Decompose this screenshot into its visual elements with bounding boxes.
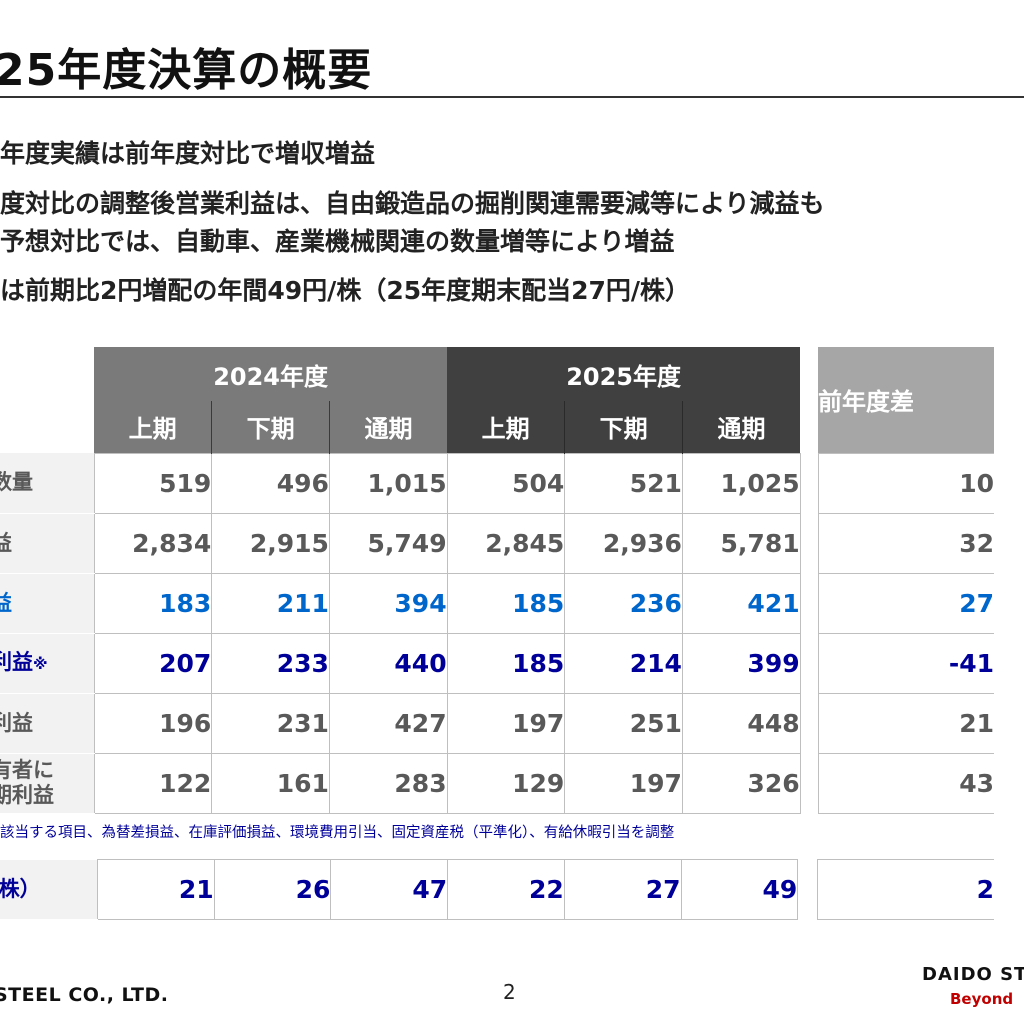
table-row: 前利益 196 231 427 197 251 448 21: [0, 692, 994, 754]
table-cell: 2,834: [93, 512, 213, 574]
table-cell: 448: [681, 692, 801, 754]
table-cell: 196: [93, 692, 213, 754]
table-cell: 399: [681, 632, 801, 694]
header-yoy-diff: 前年度差: [818, 347, 994, 453]
table-cell: 122: [93, 752, 213, 814]
table-cell: 185: [446, 572, 566, 634]
dividend-table: 円/株） 21 26 47 22 27 49 2: [0, 859, 994, 920]
header-fy2025: 2025年度: [447, 347, 801, 401]
table-cell: 421: [681, 572, 801, 634]
diff-cell: 21: [817, 692, 994, 754]
table-cell: 26: [213, 859, 332, 920]
brand-logo-text: DAIDO ST: [922, 964, 1024, 985]
table-cell: 496: [211, 452, 330, 514]
table-cell: 47: [330, 859, 449, 920]
header-2024-full: 通期: [328, 401, 448, 453]
row-label: 利益: [0, 573, 95, 634]
table-cell: 183: [93, 572, 213, 634]
diff-cell: 10: [817, 452, 994, 514]
table-cell: 1,015: [328, 452, 448, 514]
table-cell: 22: [447, 859, 565, 920]
header-2025-h2: 下期: [564, 401, 683, 453]
row-label-line1: 所有者に: [0, 758, 54, 782]
page-title: 25年度決算の概要: [0, 45, 373, 96]
bullet-4: は前期比2円増配の年間49円/株（25年度期末配当27円/株）: [0, 276, 691, 305]
footnote: 該当する項目、為替差損益、在庫評価損益、環境費用引当、固定資産税（平準化）、有給…: [0, 825, 675, 841]
footer-company: STEEL CO., LTD.: [0, 984, 169, 1006]
header-2024-h2: 下期: [211, 401, 330, 453]
row-label: 所有者に当期利益: [0, 753, 95, 814]
row-label: 収益: [0, 513, 95, 574]
table-row: 業利益※ 207 233 440 185 214 399 -41: [0, 632, 994, 694]
table-cell: 211: [211, 572, 330, 634]
results-table: 2024年度 2025年度 前年度差 上期 下期 通期 上期 下期 通期 上数量…: [0, 347, 994, 814]
row-label: 上数量: [0, 453, 95, 514]
table-cell: 5,749: [328, 512, 448, 574]
table-cell: 326: [681, 752, 801, 814]
table-row: 収益 2,834 2,915 5,749 2,845 2,936 5,781 3…: [0, 512, 994, 574]
row-label: 前利益: [0, 693, 95, 754]
table-cell: 185: [446, 632, 566, 694]
table-row: 利益 183 211 394 185 236 421 27: [0, 572, 994, 634]
row-label-text: 業利益: [0, 649, 33, 674]
table-cell: 521: [564, 452, 683, 514]
dividend-row: 円/株） 21 26 47 22 27 49 2: [0, 859, 994, 920]
table-cell: 197: [446, 692, 566, 754]
table-cell: 236: [564, 572, 683, 634]
title-underline: [0, 96, 1024, 98]
table-cell: 49: [680, 859, 799, 920]
diff-cell: 2: [817, 859, 994, 920]
table-cell: 2,845: [446, 512, 566, 574]
table-cell: 21: [96, 859, 215, 920]
diff-cell: 27: [817, 572, 994, 634]
page-number: 2: [503, 980, 516, 1004]
table-cell: 251: [564, 692, 683, 754]
row-label-line2: 当期利益: [0, 783, 54, 807]
table-cell: 129: [446, 752, 566, 814]
table-cell: 1,025: [681, 452, 801, 514]
table-cell: 231: [211, 692, 330, 754]
table-cell: 197: [564, 752, 683, 814]
table-cell: 394: [328, 572, 448, 634]
table-cell: 27: [563, 859, 682, 920]
table-cell: 2,915: [211, 512, 330, 574]
table-row: 上数量 519 496 1,015 504 521 1,025 10: [0, 452, 994, 514]
diff-cell: 32: [817, 512, 994, 574]
table-cell: 427: [328, 692, 448, 754]
table-cell: 233: [211, 632, 330, 694]
table-cell: 283: [328, 752, 448, 814]
header-2025-full: 通期: [681, 401, 801, 453]
header-2024-h1: 上期: [94, 401, 212, 453]
table-cell: 161: [211, 752, 330, 814]
table-cell: 214: [564, 632, 683, 694]
diff-cell: 43: [817, 752, 994, 814]
table-cell: 207: [93, 632, 213, 694]
table-row: 所有者に当期利益 122 161 283 129 197 326 43: [0, 752, 994, 814]
table-cell: 5,781: [681, 512, 801, 574]
bullet-3: 予想対比では、自動車、産業機械関連の数量増等により増益: [0, 227, 675, 256]
diff-cell: -41: [817, 632, 994, 694]
label-header-blank: [0, 347, 95, 453]
table-cell: 519: [93, 452, 213, 514]
row-label: 業利益※: [0, 633, 95, 694]
bullet-1: 年度実績は前年度対比で増収増益: [0, 139, 376, 168]
brand-tagline: Beyond: [950, 990, 1014, 1008]
bullet-2: 度対比の調整後営業利益は、自由鍛造品の掘削関連需要減等により減益も: [0, 189, 825, 218]
header-2025-h1: 上期: [447, 401, 565, 453]
dividend-label: 円/株）: [0, 859, 98, 920]
footnote-mark: ※: [33, 654, 48, 673]
table-cell: 440: [328, 632, 448, 694]
header-fy2024: 2024年度: [94, 347, 448, 401]
table-cell: 504: [446, 452, 566, 514]
table-cell: 2,936: [564, 512, 683, 574]
